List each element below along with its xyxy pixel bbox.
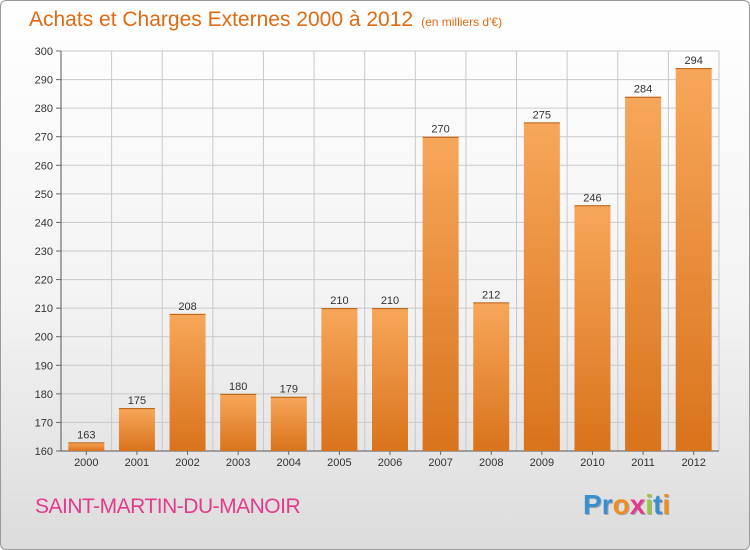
bar-2005 [321, 308, 358, 451]
value-label-2010: 246 [583, 192, 601, 204]
y-tick-label: 230 [35, 246, 53, 258]
value-label-2008: 212 [482, 289, 500, 301]
bar-2010 [574, 205, 611, 451]
x-tick-label-2003: 2003 [226, 457, 250, 469]
value-label-2005: 210 [330, 295, 348, 307]
x-tick-label-2001: 2001 [125, 457, 149, 469]
logo-letter: i [645, 489, 654, 520]
logo-letter: t [653, 489, 663, 520]
x-tick-label-2004: 2004 [277, 457, 301, 469]
value-label-2004: 179 [280, 384, 298, 396]
logo-letter: o [612, 489, 630, 520]
y-tick-label: 170 [35, 417, 53, 429]
logo-letter: x [629, 489, 646, 520]
y-tick-label: 160 [35, 446, 53, 458]
bar-2011 [625, 96, 662, 451]
y-tick-label: 180 [35, 389, 53, 401]
value-label-2002: 208 [178, 301, 196, 313]
bar-2009 [523, 122, 560, 451]
value-label-2003: 180 [229, 381, 247, 393]
x-tick-label-2000: 2000 [74, 457, 98, 469]
chart-title-main: Achats et Charges Externes 2000 à 2012 [29, 8, 414, 31]
value-label-2000: 163 [77, 429, 95, 441]
x-tick-label-2002: 2002 [175, 457, 199, 469]
bar-2012 [675, 68, 712, 452]
bar-2003 [220, 393, 257, 451]
x-tick-label-2007: 2007 [428, 457, 452, 469]
bars [68, 68, 712, 452]
y-tick-label: 300 [35, 46, 53, 58]
value-label-2001: 175 [128, 395, 146, 407]
value-label-2007: 270 [431, 124, 449, 136]
y-tick-label: 210 [35, 303, 53, 315]
value-label-2012: 294 [685, 55, 703, 67]
labels: 160 170 180 190 200 210 220 230 240 250 260 270 280 2… [35, 46, 706, 469]
logo-letter: P [583, 489, 602, 520]
x-tick-label-2011: 2011 [631, 457, 655, 469]
value-label-2009: 275 [533, 109, 551, 121]
x-tick-label-2009: 2009 [530, 457, 554, 469]
bar-2000 [68, 442, 105, 451]
bar-2007 [422, 136, 459, 451]
bar-2002 [169, 313, 206, 451]
bar-2006 [372, 308, 408, 451]
y-tick-label: 270 [35, 132, 53, 144]
y-tick-label: 280 [35, 103, 53, 115]
bar-2004 [270, 396, 307, 451]
chart-title-unit: (en milliers d'€) [421, 15, 503, 29]
y-tick-label: 200 [35, 332, 53, 344]
x-tick-label-2006: 2006 [378, 457, 402, 469]
y-tick-label: 190 [35, 360, 53, 372]
y-tick-label: 220 [35, 275, 53, 287]
bar-2001 [118, 408, 155, 451]
y-tick-label: 290 [35, 75, 53, 87]
commune-name: SAINT-MARTIN-DU-MANOIR [35, 495, 301, 518]
value-label-2006: 210 [381, 295, 399, 307]
logo-letter: r [601, 489, 613, 520]
y-tick-label: 240 [35, 217, 53, 229]
x-tick-label-2012: 2012 [681, 457, 705, 469]
chart-title: Achats et Charges Externes 2000 à 2012 (e… [29, 8, 502, 32]
y-tick-label: 250 [35, 189, 53, 201]
logo-letter: i [662, 489, 671, 520]
x-tick-label-2010: 2010 [580, 457, 604, 469]
bar-2008 [473, 302, 510, 451]
x-tick-label-2005: 2005 [327, 457, 351, 469]
value-label-2011: 284 [634, 84, 652, 96]
proxiti-logo: Proxiti [583, 489, 670, 521]
x-tick-label-2008: 2008 [479, 457, 503, 469]
y-tick-label: 260 [35, 160, 53, 172]
